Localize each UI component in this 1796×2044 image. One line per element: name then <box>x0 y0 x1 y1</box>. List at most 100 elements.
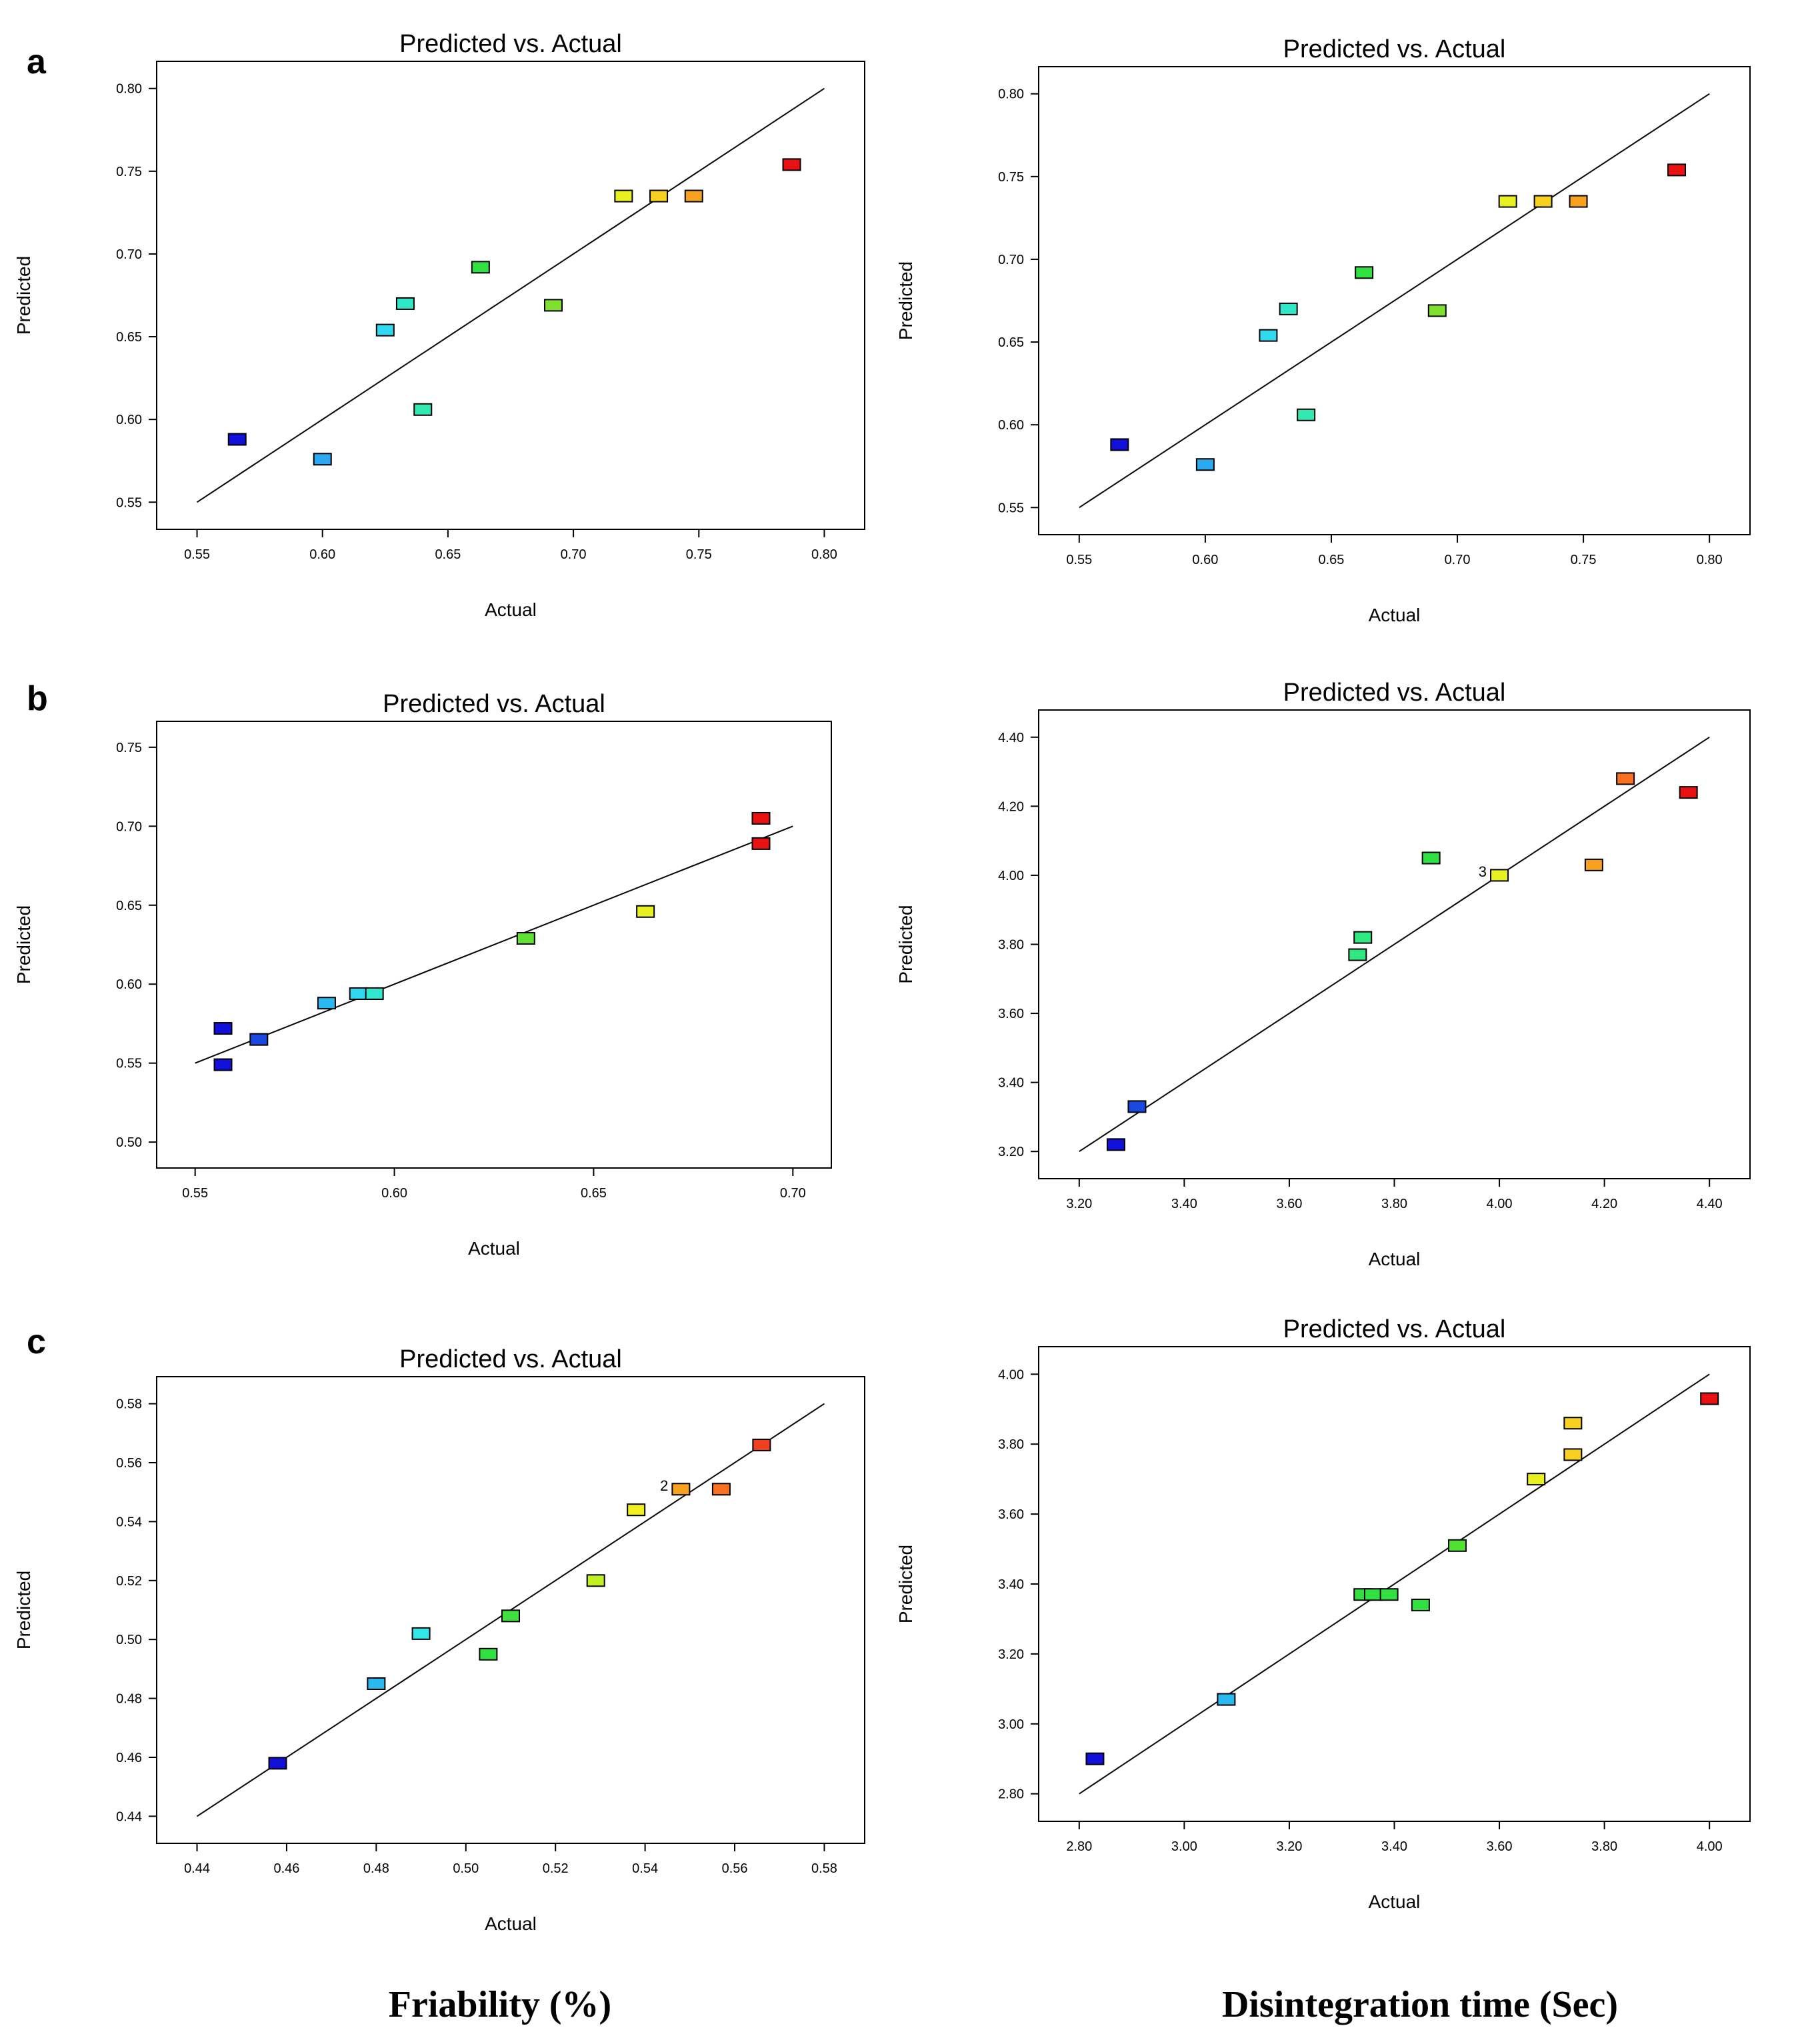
data-point <box>684 189 703 203</box>
x-tick-label: 3.20 <box>1276 1839 1302 1854</box>
x-tick-label: 0.60 <box>381 1186 407 1201</box>
x-tick-label: 0.46 <box>273 1861 299 1876</box>
y-tick-label: 0.80 <box>998 87 1024 102</box>
data-point <box>413 403 433 416</box>
x-tick-label: 3.80 <box>1381 1197 1407 1211</box>
y-tick-label: 3.80 <box>998 1437 1024 1452</box>
x-tick-label: 0.65 <box>581 1186 607 1201</box>
data-point <box>1353 931 1373 944</box>
x-tick-label: 3.40 <box>1381 1839 1407 1854</box>
y-tick-label: 0.60 <box>116 413 142 427</box>
x-tick-label: 0.65 <box>435 547 461 562</box>
y-tick-label: 0.70 <box>116 247 142 262</box>
x-tick-label: 0.80 <box>811 547 837 562</box>
data-point <box>516 932 535 945</box>
x-tick-label: 0.55 <box>1066 553 1092 567</box>
data-point <box>375 323 395 337</box>
data-point <box>1700 1392 1719 1405</box>
y-tick-label: 0.52 <box>116 1574 142 1589</box>
data-point <box>636 905 655 918</box>
x-tick-label: 4.40 <box>1697 1197 1723 1211</box>
chart-a-right: Predicted vs. Actual 0.55 0.60 0.65 0.70 0.75… <box>895 35 1751 625</box>
data-point <box>1667 163 1687 177</box>
data-point <box>1679 786 1698 799</box>
data-point <box>1563 1448 1583 1461</box>
data-point <box>543 299 563 312</box>
data-point <box>1584 858 1603 871</box>
data-point-label: 2 <box>660 1477 668 1494</box>
y-tick-label: 0.58 <box>116 1397 142 1412</box>
chart-title: Predicted vs. Actual <box>399 30 622 58</box>
x-tick-label: 0.54 <box>632 1861 658 1876</box>
y-tick-label: 2.80 <box>998 1787 1024 1802</box>
x-axis-label: Actual <box>485 599 537 620</box>
data-point <box>711 1483 731 1496</box>
y-tick-label: 3.20 <box>998 1145 1024 1159</box>
data-point <box>1563 1417 1583 1430</box>
y-tick-label: 4.00 <box>998 869 1024 883</box>
x-tick-label: 4.20 <box>1591 1197 1617 1211</box>
y-tick-label: 0.75 <box>116 165 142 179</box>
fit-line <box>196 87 825 503</box>
y-tick-label: 0.65 <box>116 330 142 345</box>
data-point <box>1379 1588 1399 1601</box>
chart-title: Predicted vs. Actual <box>383 690 605 718</box>
x-tick-label: 2.80 <box>1066 1839 1092 1854</box>
x-axis-label: Actual <box>1369 1249 1421 1269</box>
data-point <box>751 811 771 825</box>
data-point <box>649 189 669 203</box>
plot-frame <box>156 721 832 1169</box>
data-point <box>1533 195 1553 208</box>
data-point <box>317 997 336 1010</box>
x-tick-label: 4.00 <box>1697 1839 1723 1854</box>
data-point <box>1085 1752 1105 1765</box>
x-tick-label: 0.70 <box>561 547 587 562</box>
y-tick-label: 0.65 <box>116 899 142 913</box>
y-tick-label: 0.60 <box>116 977 142 992</box>
chart-b-left: Predicted vs. Actual 0.55 0.60 0.65 0.70 0.50… <box>13 690 832 1259</box>
data-point <box>1411 1598 1430 1611</box>
chart-a-left: Predicted vs. Actual 0.55 0.60 0.65 0.70 0.75… <box>13 30 865 620</box>
y-axis-label: Predicted <box>13 256 34 335</box>
y-axis-label: Predicted <box>13 905 34 984</box>
panel-label-b: b <box>27 679 48 718</box>
x-tick-label: 0.55 <box>182 1186 208 1201</box>
y-tick-label: 4.40 <box>998 731 1024 745</box>
x-tick-label: 0.75 <box>1571 553 1597 567</box>
plot-frame <box>156 1376 865 1844</box>
data-point-label: 3 <box>1479 863 1487 880</box>
y-axis-label: Predicted <box>13 1571 34 1649</box>
y-axis-label: Predicted <box>895 1545 916 1623</box>
panel-label-a: a <box>27 43 47 81</box>
data-point <box>1106 1138 1125 1151</box>
chart-b-right: Predicted vs. Actual 3.20 3.40 3.60 3.80 4.00… <box>895 679 1751 1269</box>
data-point <box>1195 458 1215 471</box>
data-point <box>227 433 247 446</box>
y-tick-label: 0.46 <box>116 1751 142 1765</box>
x-tick-label: 0.80 <box>1697 553 1723 567</box>
x-tick-label: 0.65 <box>1318 553 1344 567</box>
data-point <box>1259 329 1278 342</box>
data-point <box>365 987 384 1000</box>
x-tick-label: 0.44 <box>184 1861 210 1876</box>
x-tick-label: 3.60 <box>1487 1839 1513 1854</box>
chart-title: Predicted vs. Actual <box>1283 1315 1506 1343</box>
data-point <box>471 261 490 274</box>
data-point <box>1448 1539 1467 1552</box>
x-tick-label: 0.60 <box>1192 553 1218 567</box>
x-tick-label: 0.52 <box>543 1861 569 1876</box>
data-point <box>1421 851 1441 865</box>
x-tick-label: 4.00 <box>1487 1197 1513 1211</box>
data-point <box>627 1503 646 1517</box>
data-point <box>1297 408 1316 421</box>
x-tick-label: 3.20 <box>1066 1197 1092 1211</box>
y-tick-label: 3.60 <box>998 1507 1024 1522</box>
y-tick-label: 0.70 <box>116 819 142 834</box>
chart-title: Predicted vs. Actual <box>1283 679 1506 707</box>
data-point <box>752 1438 771 1451</box>
y-tick-label: 0.60 <box>998 418 1024 433</box>
y-axis-label: Predicted <box>895 905 916 983</box>
x-axis-label: Actual <box>1369 1891 1421 1912</box>
y-tick-label: 0.48 <box>116 1692 142 1707</box>
